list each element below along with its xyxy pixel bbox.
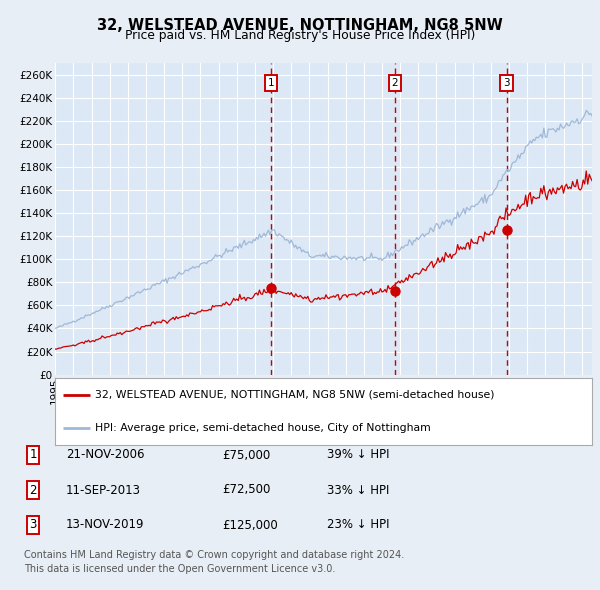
Text: Contains HM Land Registry data © Crown copyright and database right 2024.
This d: Contains HM Land Registry data © Crown c… xyxy=(24,550,404,574)
Text: 21-NOV-2006: 21-NOV-2006 xyxy=(66,448,145,461)
Text: 33% ↓ HPI: 33% ↓ HPI xyxy=(327,483,389,497)
Text: 39% ↓ HPI: 39% ↓ HPI xyxy=(327,448,389,461)
Text: 2: 2 xyxy=(29,483,37,497)
Text: 2: 2 xyxy=(391,78,398,88)
Text: 11-SEP-2013: 11-SEP-2013 xyxy=(66,483,141,497)
Text: £75,000: £75,000 xyxy=(222,448,270,461)
Text: 13-NOV-2019: 13-NOV-2019 xyxy=(66,519,145,532)
Text: 23% ↓ HPI: 23% ↓ HPI xyxy=(327,519,389,532)
Text: HPI: Average price, semi-detached house, City of Nottingham: HPI: Average price, semi-detached house,… xyxy=(95,423,431,433)
Text: 32, WELSTEAD AVENUE, NOTTINGHAM, NG8 5NW (semi-detached house): 32, WELSTEAD AVENUE, NOTTINGHAM, NG8 5NW… xyxy=(95,390,495,400)
Text: 1: 1 xyxy=(29,448,37,461)
Text: 1: 1 xyxy=(268,78,274,88)
Text: £72,500: £72,500 xyxy=(222,483,271,497)
Text: Price paid vs. HM Land Registry's House Price Index (HPI): Price paid vs. HM Land Registry's House … xyxy=(125,30,475,42)
Text: 32, WELSTEAD AVENUE, NOTTINGHAM, NG8 5NW: 32, WELSTEAD AVENUE, NOTTINGHAM, NG8 5NW xyxy=(97,18,503,32)
Text: 3: 3 xyxy=(503,78,510,88)
Text: 3: 3 xyxy=(29,519,37,532)
Text: £125,000: £125,000 xyxy=(222,519,278,532)
